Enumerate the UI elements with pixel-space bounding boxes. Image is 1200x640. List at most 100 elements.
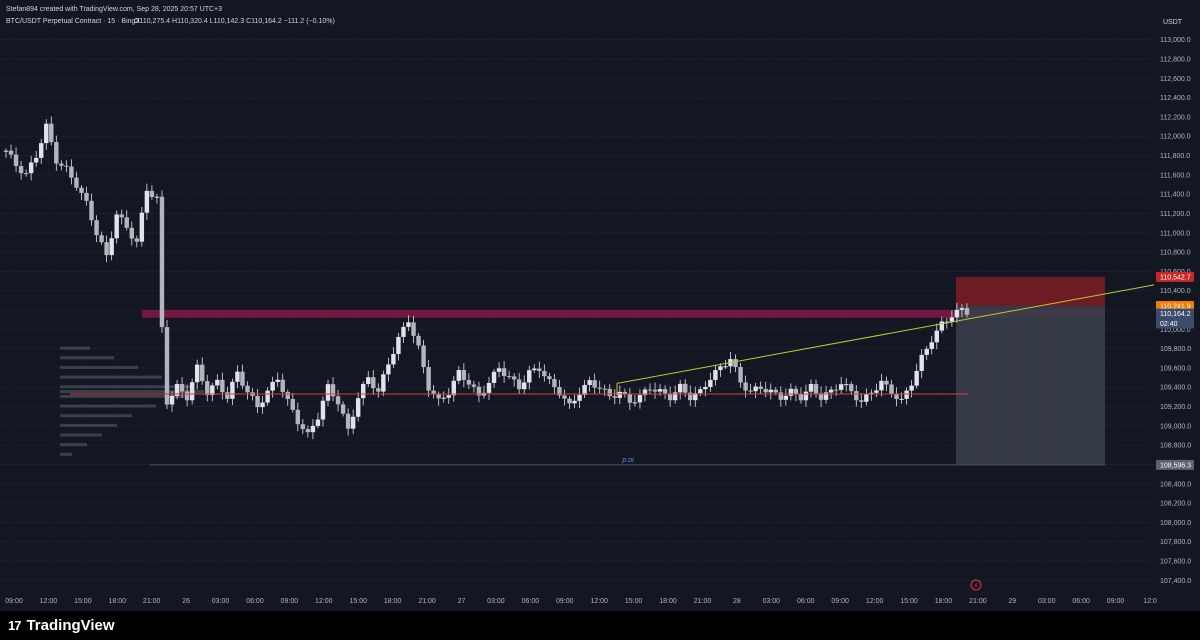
price-tick-label: 111,400.0 [1160, 192, 1190, 199]
candle-body [713, 370, 718, 380]
candle-body [371, 377, 376, 389]
price-label-text: 110,164.2 [1160, 311, 1191, 318]
time-tick-label: 12:00 [315, 598, 333, 605]
time-tick-label: 03:00 [487, 598, 505, 605]
candle-body [501, 368, 507, 377]
candle-body [823, 392, 829, 400]
volume-profile-bar [60, 356, 114, 360]
candle-body [33, 157, 39, 163]
candle-body [255, 395, 260, 408]
candle-body [959, 308, 965, 310]
price-tick-label: 112,000.0 [1160, 134, 1191, 141]
candle-body [698, 389, 703, 394]
price-tick-label: 109,200.0 [1160, 404, 1191, 411]
price-tick-label: 108,000.0 [1160, 520, 1191, 527]
candle-body [49, 123, 54, 143]
ohlc-values: O110,275.4 H110,320.4 L110,142.3 C110,16… [134, 18, 335, 25]
time-tick-label: 18:00 [384, 598, 402, 605]
candle-body [471, 384, 477, 387]
candle-body [84, 192, 89, 201]
candle-body [924, 348, 929, 355]
candle-body [864, 393, 869, 402]
lightning-icon[interactable] [970, 579, 982, 591]
price-label-text: 110,542.7 [1160, 274, 1191, 281]
candle-body [939, 321, 945, 331]
candle-body [552, 379, 557, 388]
candle-body [54, 142, 59, 164]
time-tick-label: 12:00 [866, 598, 884, 605]
price-tick-label: 107,800.0 [1160, 539, 1191, 546]
candle-body [909, 385, 914, 391]
candle-body [672, 392, 678, 401]
time-tick-label: 06:00 [797, 598, 815, 605]
candle-body [416, 335, 421, 346]
candle-body [89, 200, 94, 221]
candle-body [139, 212, 145, 242]
candle-body [451, 380, 456, 396]
candlestick-chart[interactable]: p.oi 113,000.0 112,800.0 112,600.0 112,400.… [0, 0, 1200, 611]
candle-body [401, 326, 406, 337]
candle-body [461, 370, 467, 380]
volume-profile-bar [60, 390, 204, 394]
price-tick-label: 109,000.0 [1160, 423, 1191, 430]
time-tick-label: 18:00 [935, 598, 953, 605]
time-tick-label: 03:00 [212, 598, 230, 605]
candle-body [542, 370, 547, 377]
candle-body [758, 386, 763, 389]
price-tick-label: 111,600.0 [1160, 172, 1190, 179]
candle-body [189, 382, 195, 401]
tradingview-logo[interactable]: 17 TradingView [8, 617, 115, 634]
candle-body [396, 336, 401, 354]
poi-label: p.oi [621, 457, 634, 464]
candle-body [265, 390, 270, 403]
candle-body [768, 389, 773, 393]
price-tick-label: 108,400.0 [1160, 481, 1191, 488]
candle-body [330, 384, 336, 397]
price-tick-label: 109,800.0 [1160, 346, 1191, 353]
candle-body [436, 394, 441, 399]
time-tick-label: 28 [733, 598, 741, 605]
candle-body [496, 368, 502, 372]
candle-body [476, 386, 482, 396]
time-tick-label: 18:00 [109, 598, 127, 605]
candle-body [79, 187, 84, 193]
candle-body [350, 416, 356, 429]
symbol-title[interactable]: BTC/USDT Perpetual Contract · 15 · BingX [6, 18, 140, 25]
candle-body [516, 379, 522, 390]
candle-body [622, 391, 628, 394]
candle-body [859, 400, 864, 402]
price-tick-label: 113,000.0 [1160, 37, 1191, 44]
price-axis[interactable]: 113,000.0 112,800.0 112,600.0 112,400.0 112,… [1160, 37, 1191, 585]
candle-body [486, 382, 492, 393]
candle-body [491, 371, 497, 383]
candle-body [949, 317, 955, 322]
price-label-box [1156, 318, 1194, 329]
candle-body [617, 391, 623, 398]
candle-body [280, 379, 285, 392]
price-label-text: 108,596.3 [1160, 462, 1191, 469]
candle-body [506, 376, 512, 378]
tradingview-mark-icon: 17 [8, 618, 22, 633]
candle-body [798, 394, 804, 401]
candle-body [693, 393, 698, 401]
candle-body [718, 366, 723, 371]
candle-body [914, 370, 919, 386]
time-tick-label: 03:00 [763, 598, 781, 605]
resistance-zone [142, 310, 1105, 318]
drawings: p.oi [70, 284, 1155, 466]
time-tick-label: 18:00 [659, 598, 677, 605]
time-axis[interactable]: 09:00 12:00 15:00 18:00 21:00 26 03:00 06:00 09:… [5, 598, 1157, 605]
candle-body [808, 383, 814, 392]
candle-body [894, 394, 899, 400]
candle-body [632, 402, 638, 404]
candle-body [300, 424, 306, 430]
currency-label[interactable]: USDT [1163, 19, 1183, 26]
candle-body [783, 395, 789, 400]
candle-body [305, 429, 311, 433]
candle-body [74, 177, 79, 188]
candle-body [778, 392, 784, 400]
candle-body [109, 238, 114, 256]
candle-body [335, 396, 341, 405]
